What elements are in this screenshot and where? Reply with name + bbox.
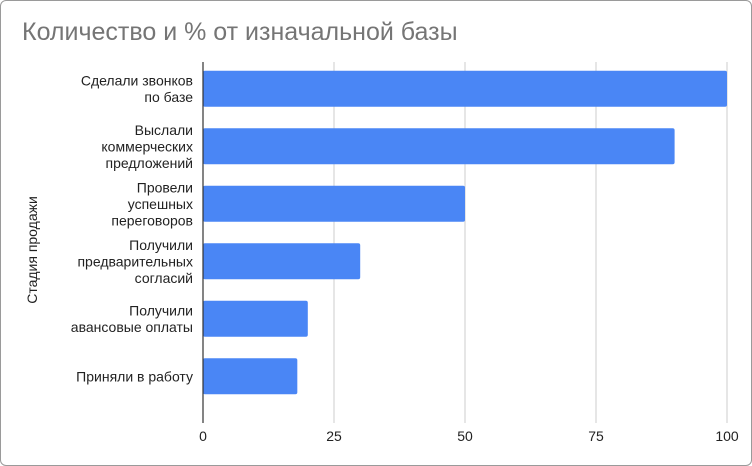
bar	[203, 300, 308, 337]
category-label-line: Получили	[129, 303, 193, 319]
category-label-line: предложений	[106, 155, 194, 171]
category-label-line: Получили	[129, 237, 193, 253]
category-label-line: Сделали звонков	[81, 73, 193, 89]
gridlines	[333, 62, 728, 423]
x-tick-label: 25	[326, 428, 342, 444]
category-label-line: согласий	[135, 270, 193, 286]
x-tick-label: 0	[199, 428, 207, 444]
x-tick-label: 100	[715, 428, 739, 444]
y-axis-title: Стадия продажи	[24, 196, 40, 304]
bars	[203, 70, 727, 395]
bar	[203, 128, 675, 165]
category-label-line: предварительных	[77, 253, 193, 269]
category-label-line: авансовые оплаты	[71, 319, 193, 335]
x-tick-labels: 0 25 50 75 100	[199, 428, 739, 444]
category-label-line: Провели	[137, 179, 193, 195]
bar	[203, 70, 727, 107]
category-label-line: по базе	[144, 89, 193, 105]
category-label-line: успешных	[128, 196, 193, 212]
bar	[203, 243, 361, 280]
category-label: Приняли в работу	[76, 368, 193, 384]
category-label-line: коммерческих	[101, 138, 193, 154]
category-label-line: переговоров	[111, 212, 193, 228]
bar	[203, 185, 465, 222]
category-label-line: Выслали	[135, 122, 193, 138]
category-label-line: Приняли в работу	[76, 368, 193, 384]
x-tick-label: 75	[588, 428, 604, 444]
x-tick-label: 50	[457, 428, 473, 444]
chart-title: Количество и % от изначальной базы	[22, 18, 458, 46]
bar	[203, 358, 298, 395]
